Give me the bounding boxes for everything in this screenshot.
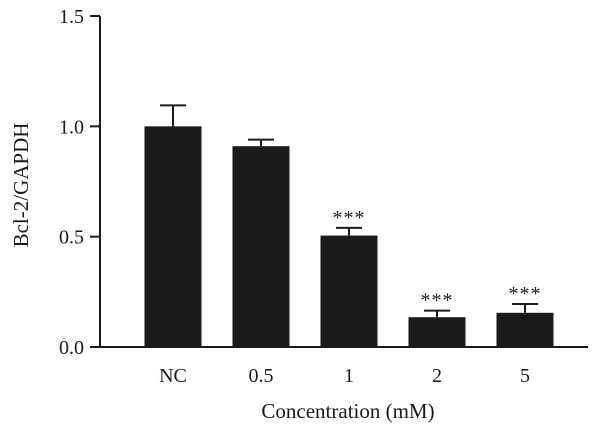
x-axis-title: Concentration (mM) xyxy=(261,399,434,423)
bar xyxy=(320,235,378,347)
x-tick-label: 2 xyxy=(432,365,442,387)
y-tick-label: 0.0 xyxy=(59,337,84,359)
x-axis: NC 0.5 1 2 5 xyxy=(99,346,588,387)
y-tick-label: 1.5 xyxy=(59,6,84,28)
x-tick-label: 1 xyxy=(344,365,354,387)
y-axis-title: Bcl-2/GAPDH xyxy=(9,123,33,248)
x-tick-label: 0.5 xyxy=(249,365,274,387)
x-tick-label: 5 xyxy=(520,365,530,387)
bar xyxy=(496,312,554,347)
bar xyxy=(144,126,202,347)
x-tick-label: NC xyxy=(159,365,187,387)
bar xyxy=(408,317,466,347)
significance-label: *** xyxy=(421,290,454,312)
y-tick-label: 0.5 xyxy=(59,227,84,249)
y-tick-label: 1.0 xyxy=(59,116,84,138)
bar xyxy=(232,146,290,347)
bars: *** *** *** xyxy=(144,104,554,347)
y-axis: 0.0 0.5 1.0 1.5 xyxy=(59,6,101,359)
significance-label: *** xyxy=(509,283,542,305)
significance-label: *** xyxy=(333,207,366,229)
